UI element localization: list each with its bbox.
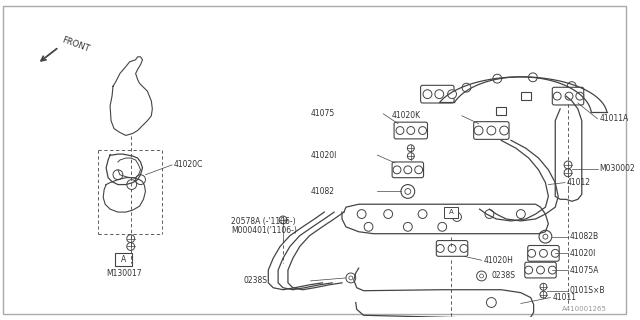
Circle shape [565, 92, 573, 100]
Circle shape [460, 244, 468, 252]
Circle shape [364, 222, 373, 231]
Circle shape [539, 230, 552, 243]
Circle shape [419, 127, 426, 134]
Circle shape [403, 222, 412, 231]
Text: A410001265: A410001265 [562, 306, 607, 312]
Circle shape [462, 83, 471, 92]
Circle shape [516, 210, 525, 219]
FancyBboxPatch shape [436, 241, 468, 256]
FancyBboxPatch shape [115, 253, 132, 266]
Circle shape [500, 126, 509, 135]
Text: 41011: 41011 [552, 293, 576, 302]
FancyBboxPatch shape [525, 262, 556, 278]
Circle shape [435, 90, 444, 99]
Circle shape [540, 249, 547, 257]
Text: 41020K: 41020K [391, 111, 420, 120]
Circle shape [136, 175, 145, 185]
Text: 41082B: 41082B [570, 232, 599, 241]
Text: FRONT: FRONT [61, 36, 91, 54]
FancyBboxPatch shape [474, 122, 509, 140]
Circle shape [548, 266, 556, 274]
Circle shape [576, 92, 584, 100]
Text: 41075: 41075 [310, 109, 335, 118]
Circle shape [279, 216, 287, 224]
Circle shape [113, 170, 123, 180]
Text: 41020H: 41020H [483, 256, 513, 265]
Circle shape [396, 127, 404, 134]
Circle shape [540, 283, 547, 290]
Circle shape [407, 127, 415, 134]
Text: 0238S: 0238S [492, 271, 515, 280]
Text: 41011A: 41011A [600, 114, 628, 123]
Text: 41020C: 41020C [174, 160, 204, 169]
Text: 0238S: 0238S [244, 276, 268, 285]
Circle shape [127, 180, 136, 189]
Circle shape [346, 273, 356, 283]
Bar [521, 92, 531, 100]
Text: M000401('1106-): M000401('1106-) [231, 226, 297, 235]
Text: M030002: M030002 [600, 164, 636, 173]
Circle shape [448, 244, 456, 252]
Circle shape [529, 73, 538, 82]
Text: 41075A: 41075A [570, 266, 600, 275]
Text: 41012: 41012 [567, 178, 591, 187]
Text: A: A [449, 209, 454, 215]
Circle shape [486, 298, 496, 308]
Circle shape [423, 90, 432, 99]
Circle shape [407, 145, 414, 152]
Circle shape [567, 82, 576, 91]
Text: 41020I: 41020I [570, 249, 596, 258]
Circle shape [474, 126, 483, 135]
Circle shape [543, 234, 548, 239]
Text: M130017: M130017 [106, 268, 141, 277]
Circle shape [564, 169, 572, 177]
Circle shape [349, 276, 353, 280]
Circle shape [564, 161, 572, 169]
FancyBboxPatch shape [528, 245, 559, 261]
Circle shape [536, 266, 545, 274]
Circle shape [485, 210, 494, 219]
Circle shape [127, 235, 134, 243]
FancyBboxPatch shape [420, 85, 454, 103]
Circle shape [447, 90, 456, 99]
FancyBboxPatch shape [394, 122, 428, 139]
Circle shape [438, 222, 447, 231]
Circle shape [407, 153, 414, 159]
Text: 41082: 41082 [310, 187, 335, 196]
Circle shape [405, 188, 411, 194]
Circle shape [551, 249, 559, 257]
Circle shape [493, 74, 502, 83]
Circle shape [418, 210, 427, 219]
Circle shape [452, 212, 461, 221]
Text: 0101S×B: 0101S×B [570, 286, 605, 295]
Circle shape [436, 244, 444, 252]
Circle shape [525, 266, 532, 274]
Circle shape [393, 166, 401, 174]
Circle shape [540, 291, 547, 298]
FancyBboxPatch shape [552, 87, 584, 105]
Circle shape [127, 243, 134, 251]
Circle shape [487, 126, 496, 135]
Circle shape [384, 210, 392, 219]
FancyBboxPatch shape [392, 162, 424, 178]
Circle shape [477, 271, 486, 281]
Circle shape [357, 210, 366, 219]
Text: 20578A (-'1106-): 20578A (-'1106-) [231, 217, 296, 227]
Circle shape [479, 274, 483, 278]
Circle shape [404, 166, 412, 174]
Bar [496, 107, 506, 115]
Text: 41020I: 41020I [310, 151, 337, 160]
Circle shape [415, 166, 422, 174]
Circle shape [401, 185, 415, 198]
Circle shape [553, 92, 561, 100]
Text: A: A [121, 255, 127, 264]
Circle shape [528, 249, 536, 257]
FancyBboxPatch shape [444, 207, 458, 219]
